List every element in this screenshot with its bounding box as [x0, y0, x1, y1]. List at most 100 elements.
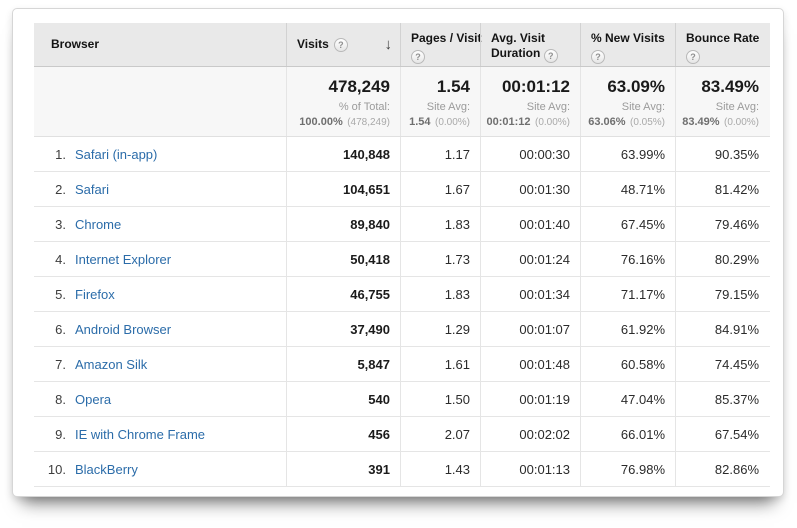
table-row: 4. Internet Explorer 50,418 1.73 00:01:2… — [34, 242, 770, 277]
summary-bounce-rate-detail: 83.49% (0.00%) — [682, 116, 759, 128]
bounce-rate-value: 74.45% — [675, 347, 769, 381]
table-row: 1. Safari (in-app) 140,848 1.17 00:00:30… — [34, 137, 770, 172]
browser-link[interactable]: Android Browser — [75, 321, 172, 337]
browser-link[interactable]: Opera — [75, 391, 112, 407]
report-card: Browser Visits ? ↓ Pages / Visit ? Avg. … — [12, 8, 784, 497]
pct-new-visits-value: 67.45% — [580, 207, 675, 241]
visits-value: 37,490 — [286, 312, 400, 346]
browser-link[interactable]: Amazon Silk — [75, 356, 148, 372]
summary-row: 478,249 % of Total: 100.00% (478,249) 1.… — [34, 67, 770, 137]
summary-bounce-rate-total: 83.49% — [701, 77, 759, 96]
summary-bounce-rate-label: Site Avg: — [715, 101, 759, 113]
pages-per-visit-value: 2.07 — [400, 417, 480, 451]
col-header-avg-visit-duration[interactable]: Avg. Visit Duration ? — [480, 23, 580, 66]
browser-cell: 1. Safari (in-app) — [34, 137, 286, 171]
summary-browser-empty — [34, 67, 286, 136]
pages-per-visit-value: 1.67 — [400, 172, 480, 206]
row-rank: 6. — [55, 321, 66, 337]
help-icon[interactable]: ? — [686, 50, 700, 64]
browser-link[interactable]: Firefox — [75, 286, 115, 302]
bounce-rate-value: 79.46% — [675, 207, 769, 241]
summary-pct-new-visits: 63.09% Site Avg: 63.06% (0.05%) — [580, 67, 675, 136]
avg-visit-duration-value: 00:01:07 — [480, 312, 580, 346]
summary-visits-label: % of Total: — [338, 101, 390, 113]
table-row: 2. Safari 104,651 1.67 00:01:30 48.71% 8… — [34, 172, 770, 207]
bounce-rate-value: 67.54% — [675, 417, 769, 451]
summary-pct-new-visits-label: Site Avg: — [621, 101, 665, 113]
summary-avg-visit-duration-label: Site Avg: — [526, 101, 570, 113]
col-header-pages-per-visit[interactable]: Pages / Visit ? — [400, 23, 482, 66]
pct-new-visits-value: 76.98% — [580, 452, 675, 486]
pages-per-visit-value: 1.61 — [400, 347, 480, 381]
avg-visit-duration-value: 00:00:30 — [480, 137, 580, 171]
visits-value: 140,848 — [286, 137, 400, 171]
row-rank: 1. — [55, 146, 66, 162]
browser-link[interactable]: IE with Chrome Frame — [75, 426, 206, 442]
bounce-rate-value: 81.42% — [675, 172, 769, 206]
col-header-pages-per-visit-label: Pages / Visit — [411, 31, 482, 45]
avg-visit-duration-value: 00:01:48 — [480, 347, 580, 381]
summary-visits-detail: 100.00% (478,249) — [299, 116, 390, 128]
avg-visit-duration-value: 00:01:19 — [480, 382, 580, 416]
pct-new-visits-value: 47.04% — [580, 382, 675, 416]
col-header-bounce-rate[interactable]: Bounce Rate ? — [675, 23, 769, 66]
pages-per-visit-value: 1.83 — [400, 207, 480, 241]
pct-new-visits-value: 71.17% — [580, 277, 675, 311]
row-rank: 2. — [55, 181, 66, 197]
pct-new-visits-value: 61.92% — [580, 312, 675, 346]
row-rank: 10. — [47, 461, 66, 477]
table-row: 7. Amazon Silk 5,847 1.61 00:01:48 60.58… — [34, 347, 770, 382]
help-icon[interactable]: ? — [591, 50, 605, 64]
avg-visit-duration-value: 00:02:02 — [480, 417, 580, 451]
pages-per-visit-value: 1.43 — [400, 452, 480, 486]
browser-link[interactable]: Safari — [75, 181, 109, 197]
summary-pct-new-visits-detail: 63.06% (0.05%) — [588, 116, 665, 128]
help-icon[interactable]: ? — [333, 37, 348, 52]
sort-desc-icon[interactable]: ↓ — [384, 35, 393, 53]
browser-link[interactable]: BlackBerry — [75, 461, 138, 477]
table-row: 9. IE with Chrome Frame 456 2.07 00:02:0… — [34, 417, 770, 452]
summary-pages-per-visit-total: 1.54 — [436, 77, 470, 96]
summary-bounce-rate: 83.49% Site Avg: 83.49% (0.00%) — [675, 67, 769, 136]
col-header-browser-label: Browser — [51, 37, 100, 51]
bounce-rate-value: 90.35% — [675, 137, 769, 171]
browser-cell: 7. Amazon Silk — [34, 347, 286, 381]
browser-cell: 5. Firefox — [34, 277, 286, 311]
col-header-browser[interactable]: Browser — [34, 23, 286, 66]
pages-per-visit-value: 1.83 — [400, 277, 480, 311]
summary-visits-total: 478,249 — [328, 77, 390, 96]
avg-visit-duration-value: 00:01:24 — [480, 242, 580, 276]
bounce-rate-value: 82.86% — [675, 452, 769, 486]
summary-visits: 478,249 % of Total: 100.00% (478,249) — [286, 67, 400, 136]
pages-per-visit-value: 1.17 — [400, 137, 480, 171]
row-rank: 3. — [55, 216, 66, 232]
table-body: 1. Safari (in-app) 140,848 1.17 00:00:30… — [34, 137, 770, 487]
col-header-pct-new-visits[interactable]: % New Visits ? — [580, 23, 675, 66]
row-rank: 8. — [55, 391, 66, 407]
browser-cell: 10. BlackBerry — [34, 452, 286, 486]
avg-visit-duration-value: 00:01:34 — [480, 277, 580, 311]
avg-visit-duration-value: 00:01:30 — [480, 172, 580, 206]
visits-value: 391 — [286, 452, 400, 486]
col-header-visits[interactable]: Visits ? ↓ — [286, 23, 400, 66]
visits-value: 540 — [286, 382, 400, 416]
col-header-visits-label: Visits — [297, 37, 329, 51]
summary-avg-visit-duration: 00:01:12 Site Avg: 00:01:12 (0.00%) — [480, 67, 580, 136]
col-header-pct-new-visits-label: % New Visits — [591, 31, 665, 45]
browser-link[interactable]: Chrome — [75, 216, 122, 232]
avg-visit-duration-value: 00:01:13 — [480, 452, 580, 486]
visits-value: 50,418 — [286, 242, 400, 276]
visits-value: 5,847 — [286, 347, 400, 381]
browser-cell: 3. Chrome — [34, 207, 286, 241]
pages-per-visit-value: 1.50 — [400, 382, 480, 416]
help-icon[interactable]: ? — [543, 49, 558, 63]
summary-avg-visit-duration-detail: 00:01:12 (0.00%) — [486, 116, 570, 128]
browser-link[interactable]: Internet Explorer — [75, 251, 172, 267]
visits-value: 89,840 — [286, 207, 400, 241]
table-row: 5. Firefox 46,755 1.83 00:01:34 71.17% 7… — [34, 277, 770, 312]
browser-link[interactable]: Safari (in-app) — [75, 146, 158, 162]
summary-pages-per-visit-label: Site Avg: — [426, 101, 470, 113]
help-icon[interactable]: ? — [411, 50, 425, 64]
row-rank: 7. — [55, 356, 66, 372]
